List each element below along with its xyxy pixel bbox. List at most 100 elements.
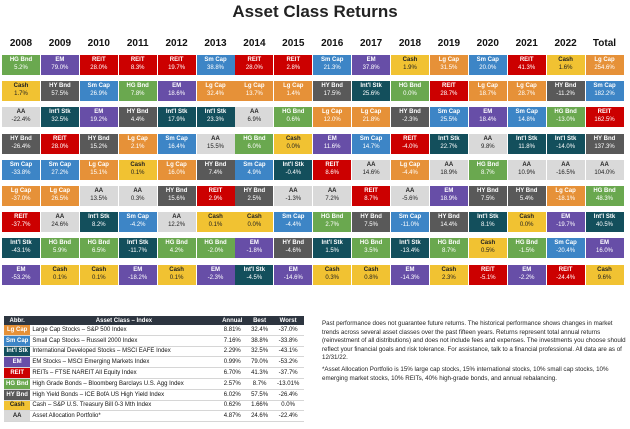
return-cell: Cash 0.5%	[468, 238, 507, 259]
cell-asset-label: EM	[327, 135, 337, 142]
return-cell: Cash 0.0%	[274, 133, 313, 154]
return-cell: Cash 0.1%	[118, 159, 157, 180]
legend-annual: 6.70%	[217, 367, 247, 379]
cell-return-value: 7.8%	[130, 91, 145, 98]
year-label: Total	[592, 38, 617, 49]
return-cell: HG Bnd 8.7%	[468, 159, 507, 180]
cell-return-value: 18.7%	[479, 91, 497, 98]
return-cell: HY Bnd 7.5%	[352, 212, 391, 233]
cell-asset-label: REIT	[442, 83, 456, 90]
cell-asset-label: Int'l Stk	[49, 109, 71, 116]
legend-worst: -26.4%	[272, 389, 304, 401]
cell-asset-label: Int'l Stk	[360, 83, 382, 90]
cell-asset-label: EM	[405, 266, 415, 273]
cell-return-value: 13.7%	[245, 91, 263, 98]
cell-asset-label: EM	[561, 214, 571, 221]
cell-asset-label: Cash	[247, 214, 262, 221]
cell-asset-label: Sm Cap	[437, 109, 461, 116]
cell-return-value: 9.6%	[597, 274, 612, 281]
year-label: 2021	[515, 38, 538, 49]
cell-return-value: 8.1%	[480, 222, 495, 229]
disclaimer-text: Past performance does not guarantee futu…	[322, 320, 626, 362]
return-cell: EM 18.6%	[157, 81, 196, 102]
cell-asset-label: Cash	[169, 266, 184, 273]
cell-asset-label: HY Bnd	[554, 83, 577, 90]
return-cell: HG Bnd 6.0%	[235, 133, 274, 154]
return-cell: EM -2.3%	[196, 264, 235, 285]
cell-asset-label: AA	[94, 188, 104, 194]
year-label: 2011	[126, 38, 149, 49]
return-cell: Lg Cap 16.0%	[157, 159, 196, 180]
cell-asset-label: Cash	[597, 266, 612, 273]
cell-asset-label: Lg Cap	[166, 161, 187, 168]
legend-table: Abbr. Asset Class – Index Annual Best Wo…	[4, 316, 304, 423]
cell-asset-label: EM	[483, 109, 493, 116]
cell-return-value: 37.8%	[362, 65, 380, 71]
cell-return-value: 25.6%	[362, 91, 380, 98]
cell-asset-label: Lg Cap	[49, 188, 71, 194]
return-cell: AA 12.2%	[157, 212, 196, 233]
cell-return-value: 48.3%	[595, 196, 613, 202]
cell-asset-label: REIT	[247, 57, 262, 63]
year-label: 2013	[204, 38, 227, 49]
return-cell: EM -1.8%	[235, 238, 274, 259]
legend-row: HG Bnd High Grade Bonds – Bloomberg Barcl…	[4, 378, 304, 390]
year-label: 2018	[398, 38, 422, 49]
legend-asset-name: EM Stocks – MSCI Emerging Markets Index	[30, 356, 218, 369]
legend-asset-name: Large Cap Stocks – S&P 500 Index	[30, 325, 218, 336]
cell-return-value: 17.9%	[168, 117, 186, 124]
cell-asset-label: HG Bnd	[321, 214, 344, 221]
legend-asset-name: Small Cap Stocks – Russell 2000 Index	[30, 335, 218, 347]
cell-return-value: 14.8%	[518, 117, 536, 124]
cell-return-value: -1.5%	[518, 248, 535, 255]
cell-asset-label: Sm Cap	[515, 109, 538, 116]
return-cell: Int'l Stk -13.4%	[391, 238, 429, 259]
return-cell: Lg Cap 15.1%	[79, 159, 118, 180]
cell-asset-label: EM	[249, 240, 259, 247]
return-cell: HY Bnd 7.4%	[196, 159, 235, 180]
cell-asset-label: AA	[405, 188, 415, 194]
cell-asset-label: Cash	[441, 266, 457, 273]
return-cell: HG Bnd 6.5%	[79, 238, 118, 259]
legend-asset-name: REITs – FTSE NAREIT All Equity Index	[30, 367, 218, 379]
cell-return-value: 5.2%	[14, 65, 28, 71]
cell-asset-label: HY Bnd	[204, 161, 227, 168]
legend-annual: 0.62%	[217, 400, 247, 412]
cell-asset-label: Int'l Stk	[165, 109, 188, 116]
cell-asset-label: Cash	[285, 135, 301, 142]
return-cell: EM -53.2%	[2, 264, 40, 285]
cell-return-value: 79.0%	[51, 65, 69, 71]
return-cell: HG Bnd -2.0%	[196, 238, 235, 259]
cell-asset-label: Int'l Stk	[477, 214, 499, 221]
return-cell: EM 19.2%	[79, 107, 118, 128]
legend-worst: -33.8%	[272, 335, 304, 347]
cell-asset-label: HG Bnd	[165, 240, 188, 247]
return-cell: Int'l Stk 1.5%	[313, 238, 352, 259]
cell-asset-label: REIT	[325, 161, 340, 168]
return-cell: HG Bnd 5.9%	[40, 238, 79, 259]
return-cell: EM 18.4%	[468, 107, 507, 128]
cell-asset-label: Int'l Stk	[243, 266, 266, 273]
return-cell: Cash 9.6%	[585, 264, 624, 285]
cell-asset-label: HG Bnd	[398, 83, 422, 90]
return-cell: HG Bnd 0.6%	[274, 107, 313, 128]
cell-asset-label: HY Bnd	[10, 135, 32, 142]
return-cell: HG Bnd 2.7%	[313, 212, 352, 233]
cell-return-value: -37.7%	[11, 222, 31, 229]
return-cell: HY Bnd 4.4%	[118, 107, 157, 128]
cell-asset-label: Int'l Stk	[593, 214, 616, 221]
return-cell: Sm Cap -11.0%	[391, 212, 429, 233]
legend-worst: -53.2%	[272, 356, 304, 369]
cell-return-value: 0.1%	[53, 274, 67, 281]
cell-asset-label: Sm Cap	[243, 161, 266, 168]
return-cell: Int'l Stk 8.1%	[468, 212, 507, 233]
cell-return-value: 26.9%	[90, 91, 108, 98]
cell-asset-label: HG Bnd	[476, 161, 499, 168]
return-cell: AA 14.6%	[352, 159, 391, 180]
chart-title: Asset Class Returns	[232, 2, 398, 21]
cell-return-value: 31.5%	[440, 65, 458, 71]
return-cell: Cash 1.6%	[546, 55, 585, 75]
cell-return-value: 0.0%	[286, 143, 301, 150]
return-cell: HG Bnd -1.5%	[507, 238, 546, 259]
return-cell: HY Bnd -4.6%	[274, 238, 313, 259]
